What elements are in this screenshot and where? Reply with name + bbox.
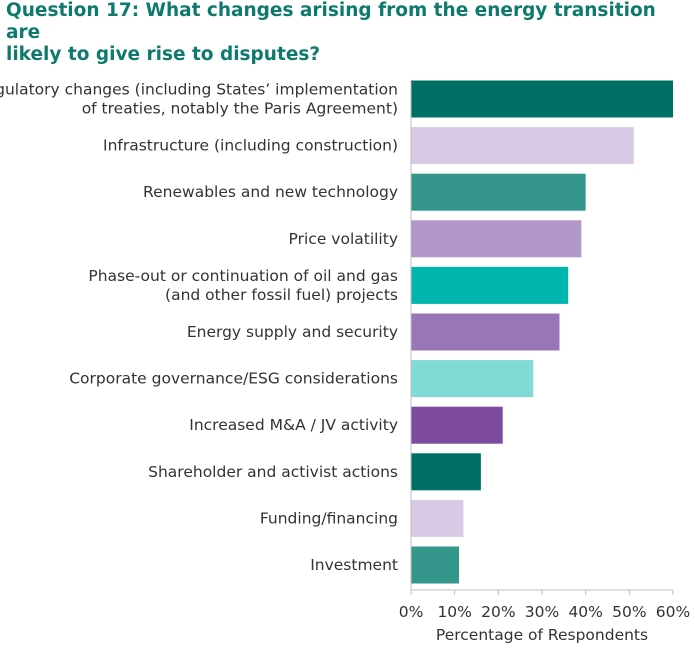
x-tick-label: 20% — [481, 603, 515, 621]
category-label-4: Price volatility — [289, 230, 398, 248]
chart-title: Question 17: What changes arising from t… — [6, 0, 686, 66]
x-tick-label: 30% — [525, 603, 559, 621]
category-label-1: Regulatory changes (including States’ im… — [0, 81, 398, 118]
bar-8 — [411, 406, 503, 444]
category-label-line: Energy supply and security — [187, 323, 398, 341]
category-label-3: Renewables and new technology — [143, 183, 398, 201]
category-label-line: Price volatility — [289, 230, 398, 248]
bar-2 — [411, 127, 634, 165]
category-label-line: Phase-out or continuation of oil and gas — [88, 267, 398, 285]
category-label-9: Shareholder and activist actions — [148, 463, 398, 481]
category-label-line: Corporate governance/ESG considerations — [69, 370, 398, 388]
bar-5 — [411, 266, 569, 304]
category-label-line: Regulatory changes (including States’ im… — [0, 81, 398, 99]
bar-7 — [411, 360, 534, 398]
category-label-6: Energy supply and security — [187, 323, 398, 341]
category-label-10: Funding/financing — [260, 509, 398, 527]
category-label-7: Corporate governance/ESG considerations — [69, 370, 398, 388]
bar-1 — [411, 80, 673, 118]
category-label-line: Increased M&A / JV activity — [189, 416, 398, 434]
x-tick-label: 0% — [399, 603, 424, 621]
category-label-line: Shareholder and activist actions — [148, 463, 398, 481]
category-label-8: Increased M&A / JV activity — [189, 416, 398, 434]
bar-9 — [411, 453, 481, 491]
category-label-11: Investment — [310, 556, 398, 574]
chart-title-line-1: Question 17: What changes arising from t… — [6, 0, 656, 43]
x-axis-title: Percentage of Respondents — [436, 626, 648, 644]
bar-11 — [411, 546, 460, 584]
category-label-line: Investment — [310, 556, 398, 574]
bar-4 — [411, 220, 582, 258]
category-label-line: Infrastructure (including construction) — [103, 137, 398, 155]
bar-6 — [411, 313, 560, 351]
category-label-line: Renewables and new technology — [143, 183, 398, 201]
x-tick-label: 60% — [656, 603, 690, 621]
bar-10 — [411, 499, 464, 537]
chart-title-line-2: likely to give rise to disputes? — [6, 44, 321, 65]
x-tick-label: 10% — [437, 603, 471, 621]
category-label-line: Funding/financing — [260, 509, 398, 527]
bar-3 — [411, 173, 586, 211]
category-label-line: (and other fossil fuel) projects — [165, 286, 398, 304]
x-tick-label: 40% — [568, 603, 602, 621]
category-label-line: of treaties, notably the Paris Agreement… — [82, 100, 398, 118]
category-label-5: Phase-out or continuation of oil and gas… — [88, 267, 398, 304]
x-tick-label: 50% — [612, 603, 646, 621]
category-label-2: Infrastructure (including construction) — [103, 137, 398, 155]
